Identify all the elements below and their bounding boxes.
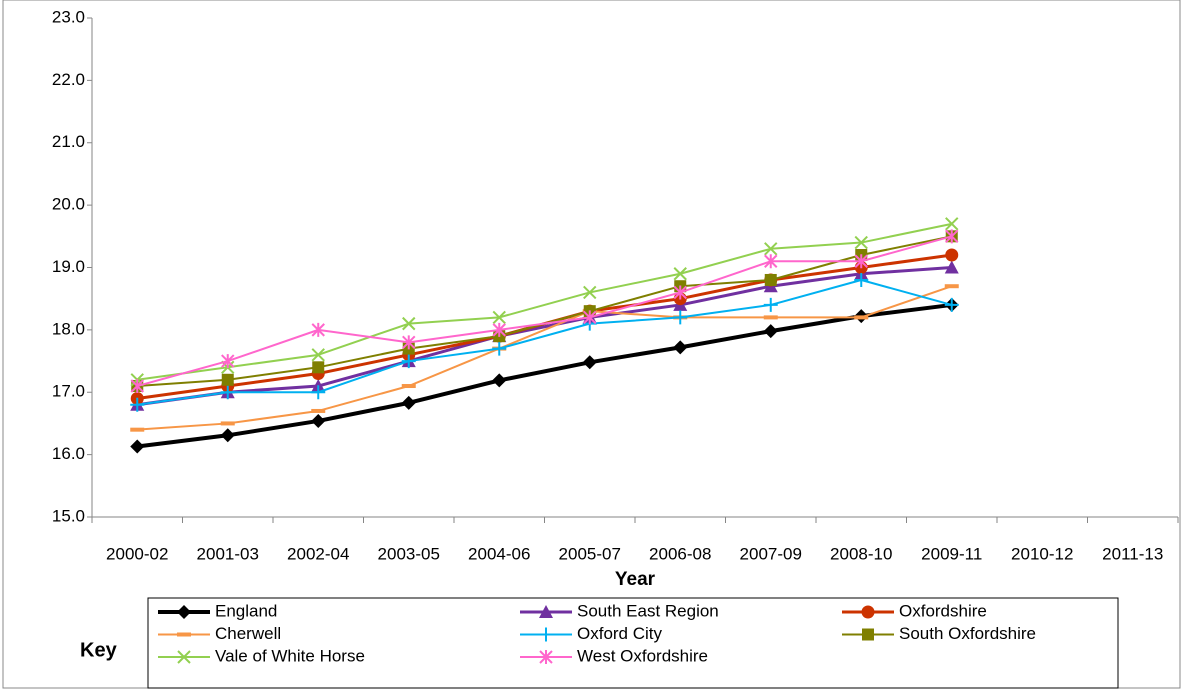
legend-label: West Oxfordshire: [577, 646, 708, 665]
series-line: [137, 266, 952, 407]
marker: [764, 254, 778, 269]
legend-label: Oxford City: [577, 624, 663, 643]
series: [130, 229, 959, 394]
y-tick-label: 15.0: [52, 506, 85, 525]
series-line: [137, 285, 953, 431]
legend-label: Oxfordshire: [899, 601, 987, 620]
y-tick-label: 23.0: [52, 7, 85, 26]
x-tick-label: 2007-09: [740, 544, 802, 563]
marker: [763, 315, 778, 320]
marker: [130, 379, 144, 394]
marker: [130, 439, 145, 454]
marker: [944, 284, 959, 289]
x-tick-label: 2008-10: [830, 544, 892, 563]
marker: [402, 316, 416, 331]
y-tick-label: 20.0: [52, 195, 85, 214]
series: [130, 297, 959, 454]
y-tick-label: 17.0: [52, 382, 85, 401]
marker: [673, 285, 687, 300]
x-tick-label: 2001-03: [197, 544, 259, 563]
y-tick-label: 18.0: [52, 319, 85, 338]
marker: [763, 324, 778, 339]
x-tick-label: 2003-05: [378, 544, 440, 563]
y-tick-label: 22.0: [52, 70, 85, 89]
series-line: [137, 222, 952, 381]
x-tick-label: 2000-02: [106, 544, 168, 563]
marker: [492, 310, 506, 325]
x-axis-title: Year: [615, 569, 656, 590]
marker: [763, 297, 778, 312]
x-tick-label: 2002-04: [287, 544, 349, 563]
marker: [220, 421, 235, 426]
marker: [311, 322, 325, 337]
marker: [220, 385, 235, 400]
legend-marker: [862, 628, 874, 641]
y-tick-label: 16.0: [52, 444, 85, 463]
marker: [402, 335, 416, 350]
marker: [854, 254, 868, 269]
marker: [854, 315, 869, 320]
x-tick-label: 2005-07: [559, 544, 621, 563]
marker: [582, 355, 597, 370]
marker: [311, 348, 325, 362]
legend-marker: [177, 632, 191, 637]
legend-label: Cherwell: [215, 624, 281, 643]
series-line: [136, 235, 953, 387]
legend-marker: [539, 650, 553, 664]
marker: [130, 397, 145, 412]
series: [130, 272, 959, 412]
marker: [854, 235, 868, 250]
marker: [401, 354, 416, 369]
x-tick-label: 2010-12: [1011, 544, 1073, 563]
legend-marker: [539, 605, 553, 618]
marker: [854, 272, 869, 287]
marker: [312, 361, 325, 374]
series-line: [137, 278, 953, 406]
marker: [673, 340, 688, 355]
legend-marker: [177, 605, 191, 619]
x-tick-label: 2006-08: [649, 544, 711, 563]
marker: [221, 354, 235, 369]
legend-label: South East Region: [577, 601, 719, 620]
series-line: [137, 302, 952, 449]
legend-marker: [177, 650, 191, 664]
marker: [311, 385, 326, 400]
series: [130, 217, 959, 387]
marker: [492, 322, 506, 337]
marker: [944, 260, 959, 274]
marker: [220, 428, 235, 443]
marker: [673, 310, 688, 325]
x-tick-label: 2011-13: [1102, 544, 1163, 563]
marker: [401, 384, 416, 389]
marker: [221, 373, 234, 386]
marker: [130, 427, 145, 432]
legend-title: Key: [80, 639, 118, 661]
legend-label: Vale of White Horse: [215, 646, 365, 665]
legend-label: England: [215, 601, 277, 620]
marker: [673, 267, 687, 281]
marker: [944, 297, 959, 312]
marker: [945, 217, 959, 231]
y-tick-label: 19.0: [52, 257, 85, 276]
legend-marker: [539, 627, 553, 642]
marker: [311, 413, 326, 428]
marker: [311, 408, 326, 413]
marker: [764, 273, 777, 286]
marker: [492, 341, 507, 356]
legend-box: [147, 597, 1119, 689]
y-tick-label: 21.0: [52, 132, 85, 151]
marker: [583, 310, 597, 325]
x-tick-label: 2009-11: [921, 544, 982, 563]
marker: [492, 373, 507, 388]
marker: [945, 248, 959, 262]
marker: [764, 242, 778, 256]
marker: [945, 229, 959, 244]
legend-label: South Oxfordshire: [899, 624, 1036, 643]
marker: [401, 395, 416, 410]
marker: [583, 285, 597, 300]
legend-marker: [861, 605, 875, 619]
x-tick-label: 2004-06: [468, 544, 530, 563]
